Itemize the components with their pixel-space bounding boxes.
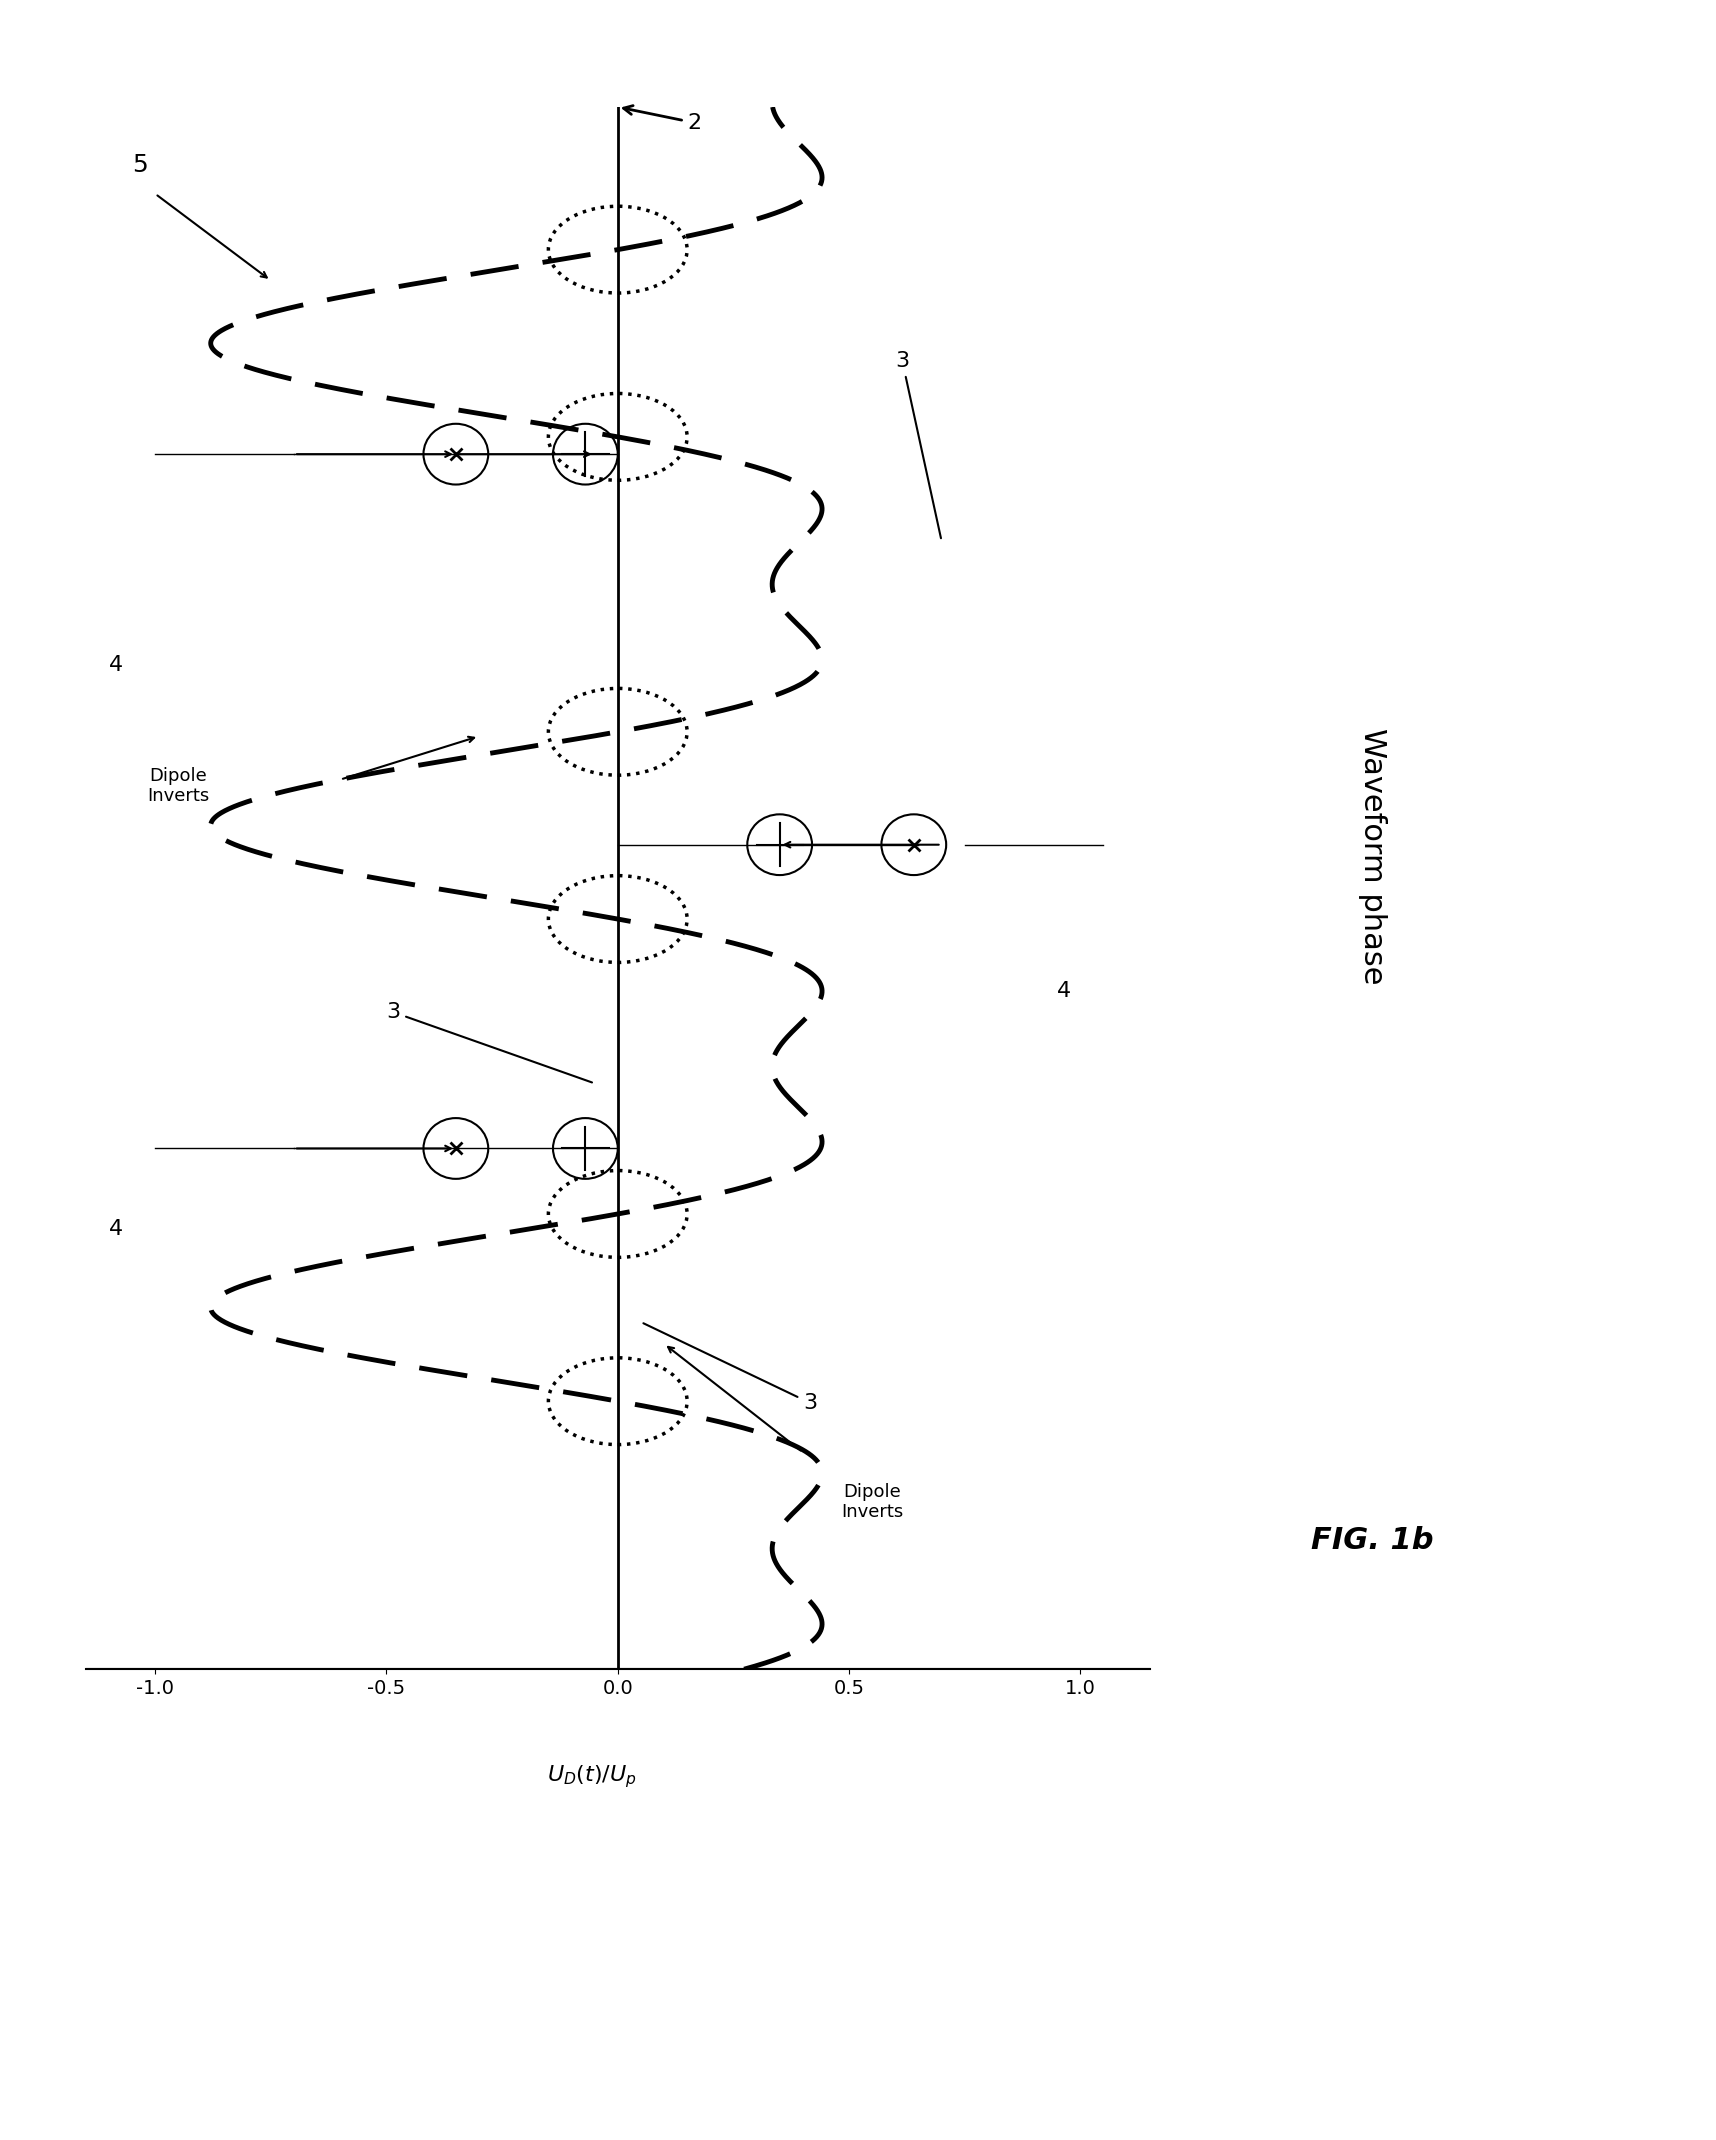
Text: 5: 5 — [132, 154, 148, 178]
Text: 3: 3 — [896, 351, 940, 539]
Text: Waveform phase: Waveform phase — [1359, 728, 1387, 984]
Text: 3: 3 — [386, 1002, 592, 1083]
Text: Dipole
Inverts: Dipole Inverts — [841, 1483, 903, 1522]
Text: FIG. 1b: FIG. 1b — [1311, 1526, 1435, 1556]
Text: 3: 3 — [644, 1323, 817, 1412]
Text: Dipole
Inverts: Dipole Inverts — [148, 766, 209, 805]
Text: 4: 4 — [1057, 980, 1071, 1002]
Text: 4: 4 — [108, 1220, 124, 1239]
Text: 4: 4 — [108, 655, 124, 674]
Text: 2: 2 — [623, 105, 702, 133]
Text: $U_D(t)/U_p$: $U_D(t)/U_p$ — [547, 1763, 637, 1789]
